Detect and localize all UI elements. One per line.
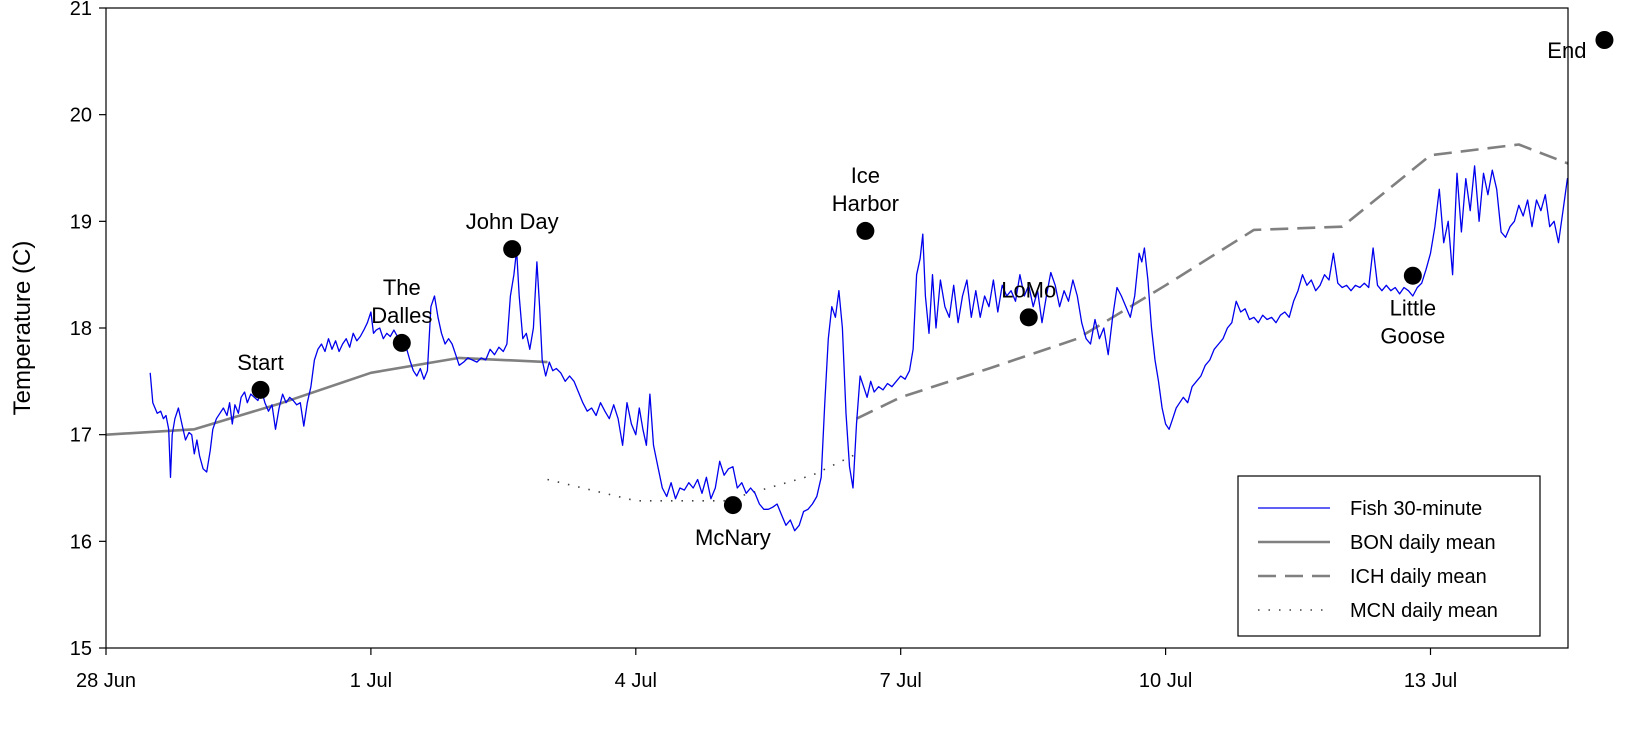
marker-label: The: [383, 275, 421, 300]
location-marker: [392, 333, 411, 352]
legend: Fish 30-minute BON daily mean ICH daily me…: [1237, 475, 1541, 637]
y-tick-label: 15: [70, 638, 92, 660]
legend-label: MCN daily mean: [1350, 600, 1498, 622]
x-tick-label: 28 Jun: [76, 670, 136, 692]
marker-label: Harbor: [832, 191, 899, 216]
location-marker: [1403, 266, 1422, 285]
marker-label: John Day: [466, 209, 559, 234]
y-tick-label: 21: [70, 0, 92, 20]
series-line-bon-daily-mean: [106, 356, 548, 436]
series-line-mcn-daily-mean: [547, 453, 857, 502]
y-tick-label: 19: [70, 211, 92, 233]
legend-label: BON daily mean: [1350, 532, 1496, 554]
y-tick-label: 18: [70, 318, 92, 340]
series-line-fish-30-minute: [149, 165, 1568, 532]
marker-label: Ice: [851, 163, 880, 188]
marker-label: LoMo: [1001, 277, 1056, 302]
x-tick-label: 1 Jul: [350, 670, 392, 692]
x-tick-label: 13 Jul: [1404, 670, 1457, 692]
location-marker: [251, 380, 270, 399]
marker-label: Goose: [1380, 324, 1445, 349]
marker-label: Little: [1390, 296, 1436, 321]
marker-label: End: [1547, 38, 1586, 63]
marker-label: Dalles: [371, 303, 432, 328]
y-tick-label: 17: [70, 425, 92, 447]
x-tick-label: 4 Jul: [615, 670, 657, 692]
marker-label: Start: [237, 350, 283, 375]
axis-ticks: 15 16 17 18 19 20 21 28 Jun 1 Jul 4 Jul 7 Jul 10 Ju…: [70, 0, 1457, 692]
location-marker: [723, 496, 742, 515]
y-tick-label: 16: [70, 531, 92, 553]
y-axis-label: Temperature (C): [9, 241, 36, 416]
legend-box: [1237, 475, 1541, 637]
marker-layer: Start The Dalles John Day McNary Ice Harbor LoM…: [237, 31, 1614, 550]
location-marker: [503, 240, 522, 259]
plot-frame: [105, 7, 1569, 649]
series-line-ich-daily-mean: [855, 143, 1568, 420]
location-marker: [1019, 308, 1038, 327]
y-tick-label: 20: [70, 105, 92, 127]
location-marker: [1595, 31, 1614, 49]
location-marker: [856, 221, 875, 240]
marker-label: McNary: [695, 525, 771, 550]
series-layer: [106, 143, 1568, 532]
legend-label: Fish 30-minute: [1350, 498, 1482, 520]
x-tick-label: 7 Jul: [880, 670, 922, 692]
legend-label: ICH daily mean: [1350, 566, 1487, 588]
x-tick-label: 10 Jul: [1139, 670, 1192, 692]
